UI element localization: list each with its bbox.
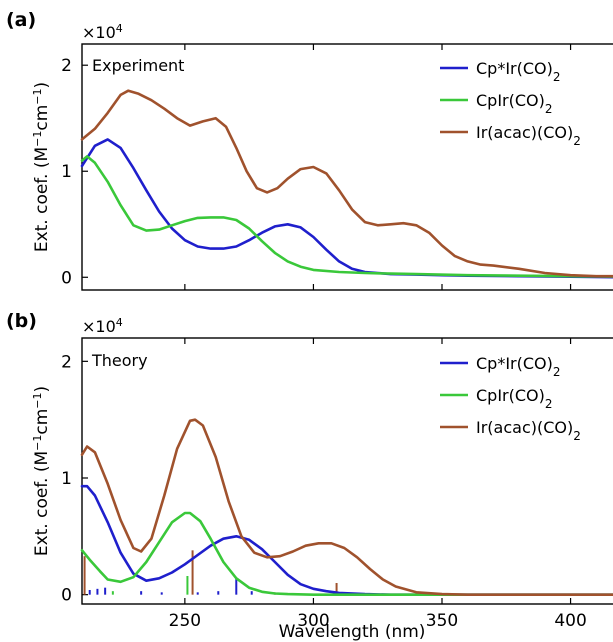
panel-b-chart: (b) ×104 Theory Ext. coef. (M−1cm−1) Wav… [6, 310, 613, 642]
panel-a-y-tick-label: 1 [61, 162, 72, 182]
panel-a-y-exp2: −1 [31, 88, 44, 104]
panel-a-multiplier-exp: 4 [116, 22, 123, 35]
panel-b-plot-frame [81, 337, 613, 605]
panel-a-y-exp1: −1 [31, 131, 44, 147]
panel-b-y-exp1: −1 [31, 435, 44, 451]
panel-b-series-line-0 [80, 484, 613, 597]
panel-a-multiplier: ×104 [82, 22, 123, 43]
panel-b-y-axis-label: Ext. coef. (M−1cm−1) [31, 386, 53, 556]
x-axis-label: Wavelength (nm) [279, 622, 426, 642]
panel-b-y-tick-label: 2 [61, 352, 72, 372]
panel-a-legend-entry-1: CpIr(CO)2 [476, 91, 553, 116]
panel-b-legend-entry-0: Cp*Ir(CO)2 [476, 354, 561, 379]
panel-a-series-line-0 [80, 138, 613, 279]
panel-a-legend-entry-0: Cp*Ir(CO)2 [476, 59, 561, 84]
panel-b-multiplier: ×104 [82, 316, 123, 337]
x-tick-label: 350 [426, 611, 458, 631]
panel-b-multiplier-exp: 4 [116, 316, 123, 329]
panel-a-annotation: Experiment [92, 56, 184, 75]
panel-b-multiplier-base: ×10 [82, 317, 116, 336]
panel-b-label: (b) [6, 310, 37, 332]
panel-a-series-line-1 [80, 155, 613, 278]
panel-b-legend-entry-1: CpIr(CO)2 [476, 386, 553, 411]
panel-a-chart: (a) ×104 Experiment Ext. coef. (M−1cm−1)… [6, 9, 613, 291]
panel-b-series-line-2 [80, 418, 613, 597]
panel-a-y-tick-label: 2 [61, 56, 72, 76]
panel-b-series-line-1 [80, 511, 613, 597]
panel-b-y-exp2: −1 [31, 392, 44, 408]
x-tick-label: 400 [554, 611, 586, 631]
panel-a-y-tick-label: 0 [61, 268, 72, 288]
panel-b-y-tick-label: 0 [61, 586, 72, 606]
panel-a-label: (a) [6, 9, 36, 31]
panel-a-plot-frame [81, 43, 613, 291]
panel-a-series-line-2 [80, 89, 613, 278]
panel-b-annotation: Theory [91, 351, 148, 370]
panel-a-legend-entry-2: Ir(acac)(CO)2 [476, 123, 581, 148]
panel-b-legend-entry-2: Ir(acac)(CO)2 [476, 418, 581, 443]
panel-b-y-tick-label: 1 [61, 469, 72, 489]
x-tick-label: 300 [297, 611, 329, 631]
panel-a-multiplier-base: ×10 [82, 23, 116, 42]
panel-a-y-axis-label: Ext. coef. (M−1cm−1) [31, 82, 53, 252]
x-tick-label: 250 [169, 611, 201, 631]
